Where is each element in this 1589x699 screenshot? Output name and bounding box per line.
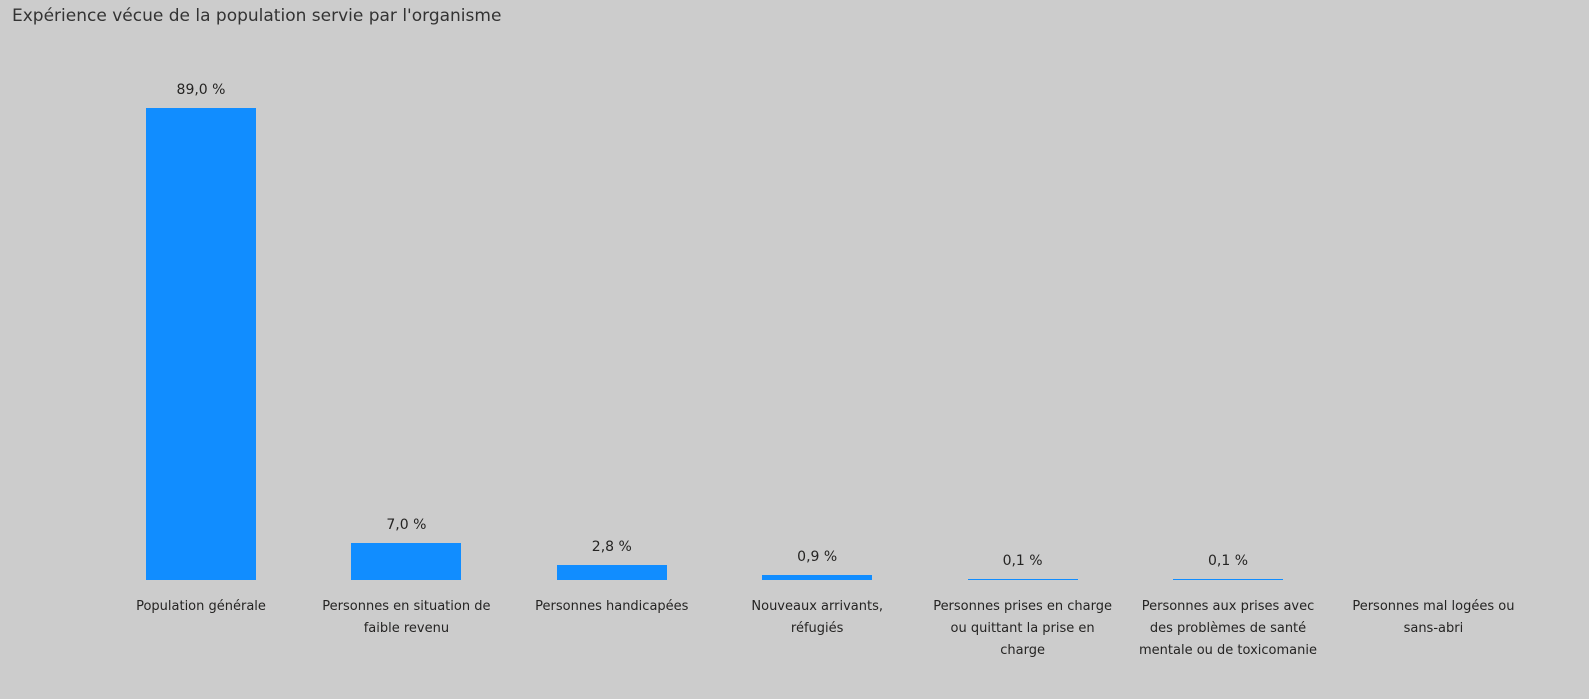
x-tick-label: Nouveaux arrivants, réfugiés bbox=[751, 599, 883, 636]
bar bbox=[1173, 579, 1283, 580]
data-label: 2,8 % bbox=[591, 539, 632, 556]
x-tick-label: Personnes mal logées ou sans-abri bbox=[1352, 599, 1515, 636]
chart-title: Expérience vécue de la population servie… bbox=[12, 6, 502, 26]
data-label: 0,9 % bbox=[797, 549, 838, 566]
bar bbox=[351, 542, 462, 580]
x-tick-label: Personnes handicapées bbox=[535, 599, 689, 614]
data-label: 0,1 % bbox=[1207, 553, 1249, 570]
x-tick-label: Personnes aux prises avec des problèmes … bbox=[1139, 599, 1317, 658]
data-label: 0,1 % bbox=[1002, 553, 1043, 570]
bar bbox=[556, 565, 667, 580]
bar bbox=[762, 575, 873, 580]
data-label: 89,0 % bbox=[176, 82, 226, 98]
bar bbox=[146, 108, 256, 580]
bar bbox=[967, 579, 1078, 580]
x-tick-label: Population générale bbox=[136, 599, 266, 614]
x-tick-label: Personnes en situation de faible revenu bbox=[322, 599, 491, 636]
x-tick-label: Personnes prises en charge ou quittant l… bbox=[933, 599, 1112, 658]
data-label: 7,0 % bbox=[386, 516, 427, 533]
